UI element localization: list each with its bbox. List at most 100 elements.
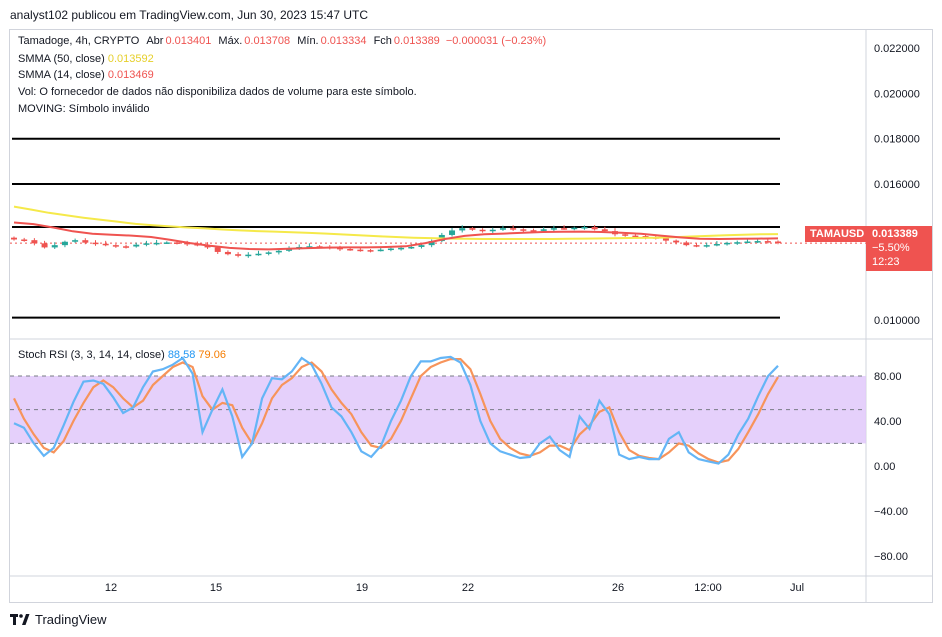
time-axis-tick: 19 bbox=[356, 582, 368, 594]
candle-body bbox=[306, 246, 313, 248]
time-axis-tick: 15 bbox=[210, 582, 222, 594]
candle-body bbox=[550, 228, 557, 230]
candle-body bbox=[683, 242, 690, 246]
candle-body bbox=[713, 244, 720, 246]
candle-body bbox=[51, 245, 58, 248]
last-price-box: 0.013389 −5.50% 12:23 bbox=[866, 226, 932, 271]
candle-body bbox=[703, 245, 710, 247]
rsi-d-value: 79.06 bbox=[198, 349, 226, 361]
candle-body bbox=[540, 229, 547, 231]
candle-body bbox=[72, 240, 79, 242]
rsi-axis-tick: 80.00 bbox=[874, 371, 902, 383]
candle-body bbox=[775, 241, 781, 244]
high-value: 0.013708 bbox=[244, 35, 291, 47]
rsi-axis-tick: 40.00 bbox=[874, 416, 902, 428]
rsi-legend[interactable]: Stoch RSI (3, 3, 14, 14, close) 88.58 79… bbox=[18, 349, 226, 361]
open-label: Abr bbox=[146, 35, 164, 47]
high-label: Máx. bbox=[218, 35, 243, 47]
candle-body bbox=[387, 248, 394, 251]
candle-body bbox=[123, 246, 130, 248]
candle-body bbox=[255, 253, 262, 256]
candle-body bbox=[31, 240, 38, 244]
time-axis-tick: 26 bbox=[612, 582, 624, 594]
candle-body bbox=[184, 242, 191, 245]
rsi-k-value: 88.58 bbox=[167, 349, 196, 361]
sma14-label: SMMA (14, close) bbox=[18, 69, 105, 81]
candle-body bbox=[153, 242, 160, 245]
candle-body bbox=[11, 237, 17, 240]
candle-body bbox=[143, 243, 150, 245]
candle-body bbox=[520, 229, 527, 231]
close-label: Fch bbox=[373, 35, 392, 47]
candle-body bbox=[744, 241, 751, 244]
rsi-axis-tick: 0.00 bbox=[874, 461, 895, 473]
price-change-pct: −5.50% bbox=[872, 242, 910, 254]
candle-body bbox=[673, 240, 680, 243]
symbol-label[interactable]: Tamadoge, 4h, CRYPTO bbox=[18, 35, 140, 47]
candle-body bbox=[428, 241, 435, 246]
candle-body bbox=[347, 248, 354, 251]
low-value: 0.013334 bbox=[320, 35, 367, 47]
chart-frame[interactable] bbox=[9, 29, 933, 603]
tradingview-logo-icon bbox=[10, 613, 30, 626]
candle-body bbox=[479, 229, 486, 232]
candle-body bbox=[41, 243, 48, 248]
candle-body bbox=[265, 252, 272, 254]
candle-body bbox=[754, 241, 761, 243]
last-price: 0.013389 bbox=[872, 228, 918, 240]
candle-body bbox=[173, 242, 180, 244]
candle-body bbox=[530, 230, 537, 232]
ohlc-legend: Tamadoge, 4h, CRYPTO Abr 0.013401 Máx. 0.0… bbox=[18, 35, 546, 47]
price-axis-tick: 0.018000 bbox=[874, 134, 920, 146]
candle-body bbox=[245, 254, 252, 257]
candle-body bbox=[112, 245, 119, 247]
candle-body bbox=[336, 247, 343, 250]
sma50-line bbox=[13, 205, 779, 240]
candle-body bbox=[499, 228, 506, 230]
candle-body bbox=[510, 228, 517, 230]
candle-body bbox=[163, 242, 170, 244]
candle-body bbox=[418, 245, 425, 247]
candle-body bbox=[275, 250, 282, 253]
price-axis-tick: 0.020000 bbox=[874, 88, 920, 100]
candle-body bbox=[398, 247, 405, 250]
candle-body bbox=[591, 227, 598, 230]
candle-body bbox=[632, 235, 639, 238]
candle-body bbox=[459, 228, 466, 231]
candle-body bbox=[61, 241, 68, 246]
moving-notice: MOVING: Símbolo inválido bbox=[18, 103, 150, 115]
time-axis-tick: 12:00 bbox=[694, 582, 722, 594]
symbol-price-badge: TAMAUSD bbox=[805, 226, 870, 242]
candle-body bbox=[449, 230, 456, 235]
price-axis-tick: 0.010000 bbox=[874, 315, 920, 327]
volume-notice: Vol: O fornecedor de dados não disponibi… bbox=[18, 86, 417, 98]
candle-body bbox=[622, 234, 629, 236]
candle-body bbox=[224, 251, 231, 255]
candle-body bbox=[367, 250, 374, 252]
tradingview-footer[interactable]: TradingView bbox=[10, 612, 107, 627]
footer-brand: TradingView bbox=[35, 612, 107, 627]
sma14-line bbox=[13, 221, 779, 251]
candle-body bbox=[734, 242, 741, 244]
change-value: −0.000031 (−0.23%) bbox=[445, 35, 547, 47]
time-axis-tick: 12 bbox=[105, 582, 117, 594]
rsi-label: Stoch RSI (3, 3, 14, 14, close) bbox=[18, 349, 165, 361]
candle-body bbox=[724, 242, 731, 245]
candle-body bbox=[21, 239, 28, 241]
sma50-legend[interactable]: SMMA (50, close) 0.013592 bbox=[18, 53, 154, 65]
candle-body bbox=[662, 238, 669, 241]
low-label: Mín. bbox=[297, 35, 319, 47]
rsi-axis-tick: −80.00 bbox=[874, 551, 908, 563]
sma50-value: 0.013592 bbox=[107, 53, 154, 65]
sma14-legend[interactable]: SMMA (14, close) 0.013469 bbox=[18, 69, 154, 81]
rsi-axis-tick: −40.00 bbox=[874, 506, 908, 518]
candle-body bbox=[561, 228, 568, 230]
price-axis-tick: 0.022000 bbox=[874, 43, 920, 55]
candle-body bbox=[377, 249, 384, 252]
candle-body bbox=[102, 243, 109, 246]
candle-body bbox=[92, 242, 99, 245]
candle-body bbox=[489, 229, 496, 232]
candle-body bbox=[581, 227, 588, 229]
price-axis-tick: 0.016000 bbox=[874, 179, 920, 191]
